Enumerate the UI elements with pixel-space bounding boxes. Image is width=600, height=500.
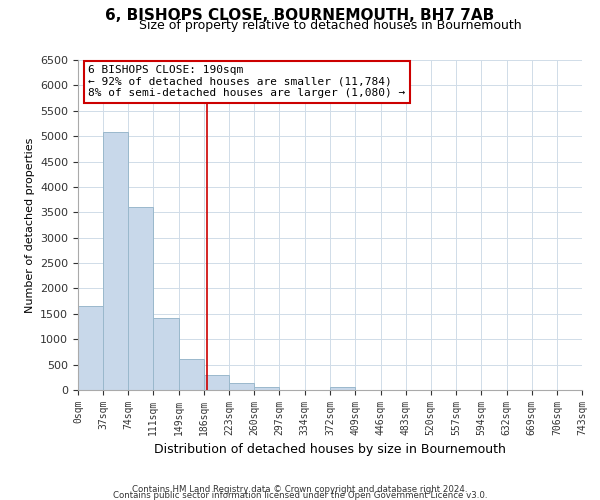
Text: 6, BISHOPS CLOSE, BOURNEMOUTH, BH7 7AB: 6, BISHOPS CLOSE, BOURNEMOUTH, BH7 7AB	[106, 8, 494, 22]
Text: Contains HM Land Registry data © Crown copyright and database right 2024.: Contains HM Land Registry data © Crown c…	[132, 484, 468, 494]
Title: Size of property relative to detached houses in Bournemouth: Size of property relative to detached ho…	[139, 20, 521, 32]
Text: 6 BISHOPS CLOSE: 190sqm
← 92% of detached houses are smaller (11,784)
8% of semi: 6 BISHOPS CLOSE: 190sqm ← 92% of detache…	[88, 65, 406, 98]
Bar	[153, 318, 179, 390]
Bar	[229, 382, 254, 390]
Bar	[204, 375, 229, 390]
Bar	[128, 207, 153, 390]
Bar	[331, 388, 355, 390]
Y-axis label: Number of detached properties: Number of detached properties	[25, 138, 35, 312]
Bar	[103, 132, 128, 390]
Bar	[179, 358, 204, 390]
Text: Contains public sector information licensed under the Open Government Licence v3: Contains public sector information licen…	[113, 490, 487, 500]
Bar	[254, 387, 280, 390]
X-axis label: Distribution of detached houses by size in Bournemouth: Distribution of detached houses by size …	[154, 444, 506, 456]
Bar	[78, 306, 103, 390]
